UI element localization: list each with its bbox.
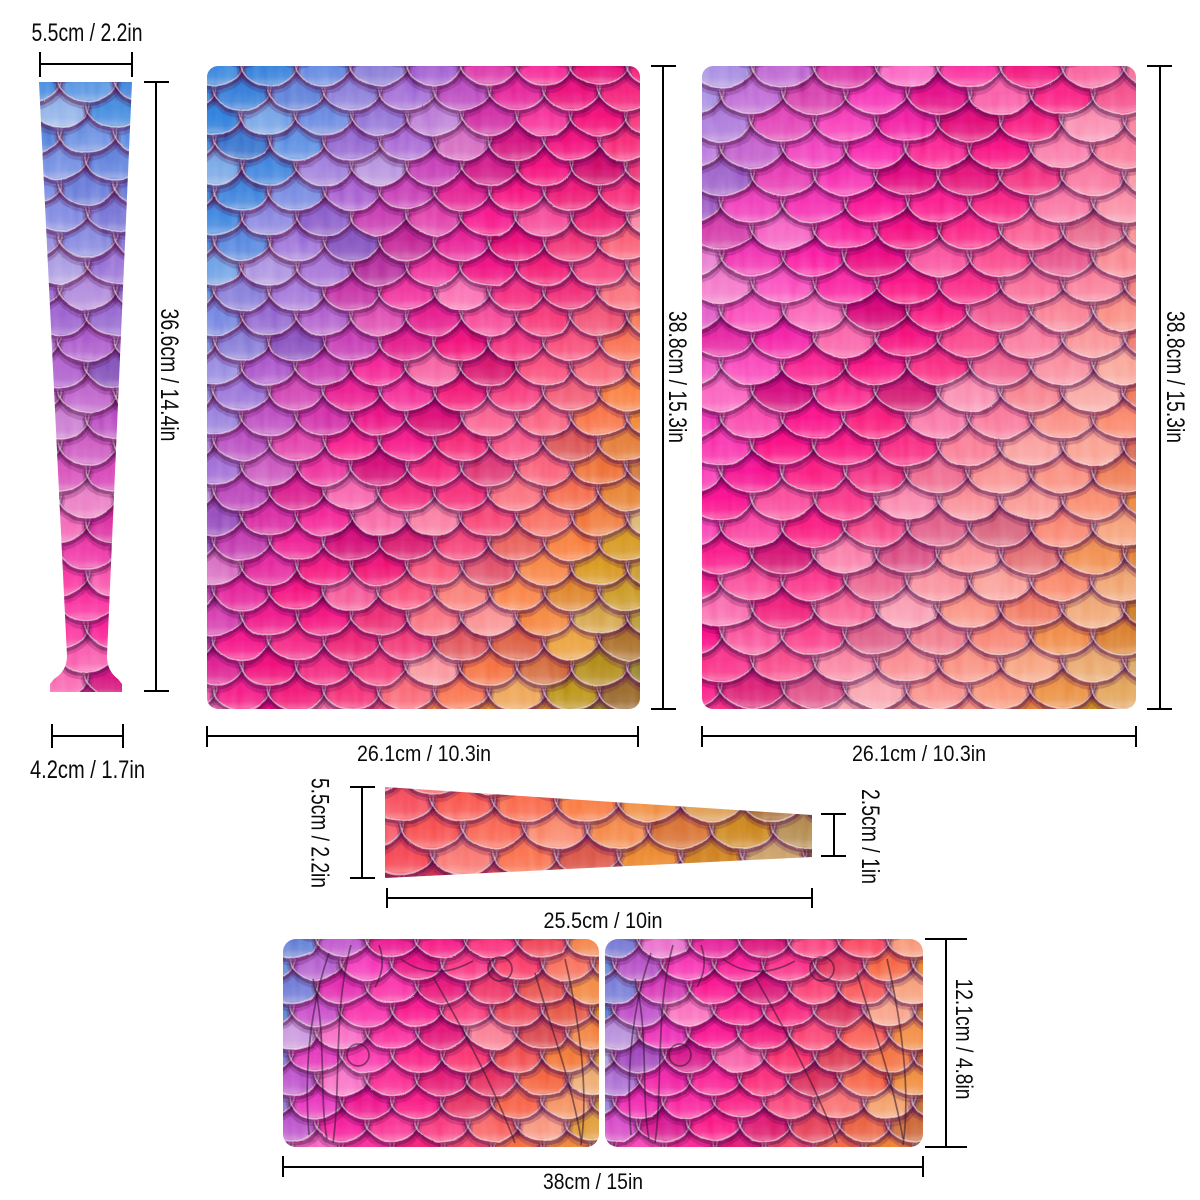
svg-text:36.6cm / 14.4in: 36.6cm / 14.4in xyxy=(155,309,183,442)
svg-text:2.5cm / 1in: 2.5cm / 1in xyxy=(856,789,884,884)
svg-text:5.5cm / 2.2in: 5.5cm / 2.2in xyxy=(32,19,143,47)
svg-text:38.8cm / 15.3in: 38.8cm / 15.3in xyxy=(1161,311,1189,443)
svg-text:38cm / 15in: 38cm / 15in xyxy=(543,1169,643,1194)
svg-text:4.2cm / 1.7in: 4.2cm / 1.7in xyxy=(30,756,145,784)
svg-text:25.5cm / 10in: 25.5cm / 10in xyxy=(544,908,663,933)
svg-text:38.8cm / 15.3in: 38.8cm / 15.3in xyxy=(663,311,691,443)
svg-text:12.1cm / 4.8in: 12.1cm / 4.8in xyxy=(950,979,977,1100)
svg-text:26.1cm / 10.3in: 26.1cm / 10.3in xyxy=(357,741,491,766)
svg-text:5.5cm / 2.2in: 5.5cm / 2.2in xyxy=(306,778,334,888)
svg-text:26.1cm / 10.3in: 26.1cm / 10.3in xyxy=(852,741,986,766)
